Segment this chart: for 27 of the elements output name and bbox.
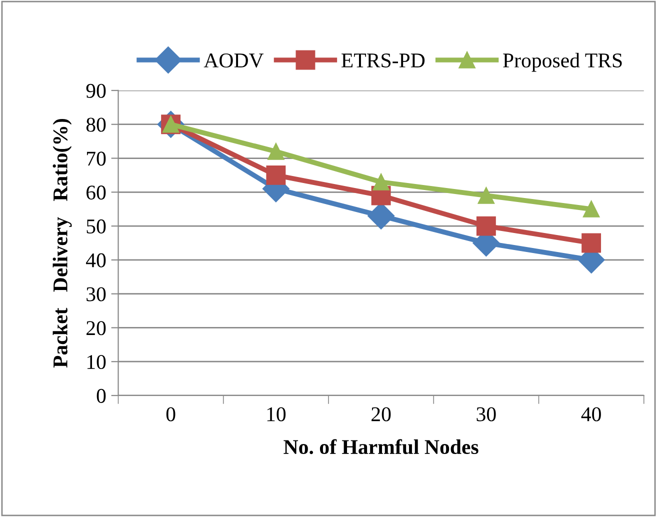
y-axis-title: Packet Delivery Ratio(%)	[52, 118, 72, 368]
point	[372, 174, 390, 190]
y-tick-label: 0	[96, 388, 106, 403]
point	[582, 200, 600, 218]
legend-label: AODV	[204, 53, 264, 68]
point	[582, 233, 602, 253]
y-tick-label: 60	[86, 186, 106, 200]
x-tick-label: 30	[476, 407, 496, 422]
y-tick-label: 70	[86, 152, 106, 166]
x-tick-label: 0	[166, 407, 176, 422]
point	[478, 187, 495, 204]
point	[476, 216, 496, 236]
y-tick-label: 50	[86, 219, 106, 234]
x-tick-label: 10	[267, 407, 286, 422]
y-tick-label: 30	[86, 287, 106, 302]
y-tick-label: 40	[86, 253, 106, 268]
y-tick-label: 90	[86, 84, 106, 98]
x-tick-label: 40	[581, 407, 601, 422]
y-tick-label: 20	[86, 321, 106, 336]
y-tick-label: 80	[86, 118, 106, 132]
point	[266, 165, 286, 185]
y-tick-label: 10	[87, 354, 106, 370]
x-tick-label: 20	[372, 407, 391, 422]
point	[268, 143, 284, 160]
legend-label: Proposed TRS	[503, 52, 622, 72]
legend-label: ETRS-PD	[341, 53, 425, 68]
x-axis-title: No. of Harmful Nodes	[284, 439, 478, 454]
